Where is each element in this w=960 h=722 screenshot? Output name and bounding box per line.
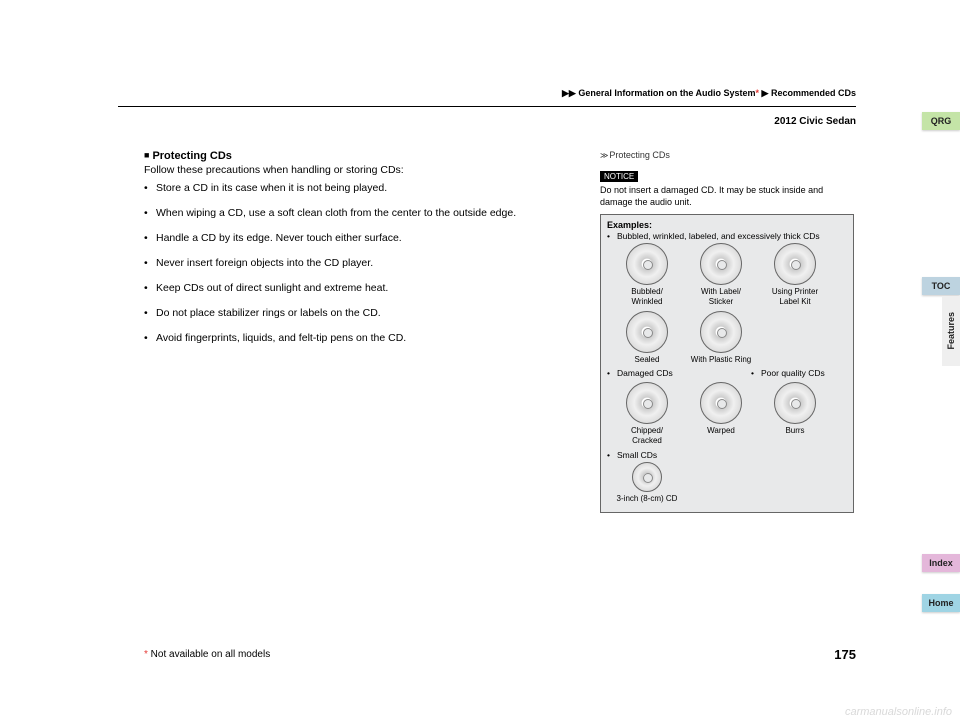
cd-icon: [700, 243, 742, 285]
example-item: Using Printer Label Kit: [763, 243, 827, 306]
manual-page: ▶▶ General Information on the Audio Syst…: [118, 88, 856, 668]
tab-qrg[interactable]: QRG: [922, 112, 960, 130]
main-column: ■Protecting CDs Follow these precautions…: [144, 150, 556, 357]
heading-text: Protecting CDs: [152, 150, 231, 162]
page-number: 175: [834, 647, 856, 662]
cd-icon: [626, 311, 668, 353]
list-item: Never insert foreign objects into the CD…: [144, 257, 556, 269]
tab-toc[interactable]: TOC: [922, 277, 960, 295]
tab-features[interactable]: Features: [942, 296, 960, 366]
example-item: Sealed: [615, 311, 679, 365]
heading-square-icon: ■: [144, 150, 149, 160]
sidebar-title: ≫Protecting CDs: [600, 150, 854, 160]
header-rule: [118, 106, 856, 107]
list-item: When wiping a CD, use a soft clean cloth…: [144, 207, 556, 219]
breadcrumb-sep: ▶: [762, 88, 769, 98]
examples-heading: Examples:: [607, 220, 847, 231]
example-row: Chipped/ Cracked Warped Burrs: [615, 382, 847, 445]
example-row: Sealed With Plastic Ring: [615, 311, 847, 365]
tab-features-label: Features: [946, 312, 956, 350]
example-label: Using Printer Label Kit: [772, 287, 818, 306]
cd-icon: [626, 382, 668, 424]
example-group-row: Damaged CDs Poor quality CDs: [607, 368, 847, 380]
breadcrumb-arrows: ▶▶: [562, 88, 576, 98]
example-item: Bubbled/ Wrinkled: [615, 243, 679, 306]
example-item: Warped: [689, 382, 753, 445]
example-label: Warped: [707, 426, 735, 435]
example-item: 3-inch (8-cm) CD: [615, 462, 679, 504]
tab-home[interactable]: Home: [922, 594, 960, 612]
breadcrumb-sub: Recommended CDs: [771, 88, 856, 98]
precaution-list: Store a CD in its case when it is not be…: [144, 182, 556, 344]
lead-text: Follow these precautions when handling o…: [144, 164, 556, 176]
example-item: With Label/ Sticker: [689, 243, 753, 306]
watermark: carmanualsonline.info: [845, 706, 952, 718]
cd-icon: [774, 382, 816, 424]
list-item: Keep CDs out of direct sunlight and extr…: [144, 282, 556, 294]
list-item: Do not place stabilizer rings or labels …: [144, 307, 556, 319]
notice-badge: NOTICE: [600, 171, 638, 182]
sidebar-title-icon: ≫: [600, 151, 608, 160]
breadcrumb: ▶▶ General Information on the Audio Syst…: [562, 88, 856, 99]
example-label: Sealed: [635, 355, 660, 364]
cd-icon: [700, 382, 742, 424]
example-row: Bubbled/ Wrinkled With Label/ Sticker Us…: [615, 243, 847, 306]
example-label: Chipped/ Cracked: [631, 426, 663, 445]
example-label: Bubbled/ Wrinkled: [631, 287, 663, 306]
examples-box: Examples: Bubbled, wrinkled, labeled, an…: [600, 214, 854, 513]
example-label: With Plastic Ring: [691, 355, 751, 364]
footnote-text: Not available on all models: [148, 649, 270, 660]
list-item: Handle a CD by its edge. Never touch eit…: [144, 232, 556, 244]
sidebar-column: ≫Protecting CDs NOTICE Do not insert a d…: [600, 150, 854, 513]
cd-icon: [700, 311, 742, 353]
cd-small-icon: [632, 462, 662, 492]
example-item: Burrs: [763, 382, 827, 445]
example-item: With Plastic Ring: [689, 311, 753, 365]
example-group-label: Damaged CDs: [607, 368, 739, 378]
example-label: 3-inch (8-cm) CD: [617, 494, 678, 503]
notice-text: Do not insert a damaged CD. It may be st…: [600, 185, 854, 208]
tab-index[interactable]: Index: [922, 554, 960, 572]
sidebar-title-text: Protecting CDs: [609, 150, 670, 160]
example-group-label: Bubbled, wrinkled, labeled, and excessiv…: [607, 231, 847, 241]
footnote: * Not available on all models: [144, 649, 270, 660]
breadcrumb-section: General Information on the Audio System: [578, 88, 755, 98]
section-heading: ■Protecting CDs: [144, 150, 556, 162]
example-group-label: Poor quality CDs: [751, 368, 847, 378]
example-label: With Label/ Sticker: [701, 287, 741, 306]
example-item: Chipped/ Cracked: [615, 382, 679, 445]
cd-icon: [774, 243, 816, 285]
model-heading: 2012 Civic Sedan: [774, 116, 856, 127]
example-label: Burrs: [785, 426, 804, 435]
breadcrumb-star: *: [756, 88, 760, 98]
list-item: Store a CD in its case when it is not be…: [144, 182, 556, 194]
cd-icon: [626, 243, 668, 285]
example-row: 3-inch (8-cm) CD: [615, 462, 847, 504]
list-item: Avoid fingerprints, liquids, and felt-ti…: [144, 332, 556, 344]
example-group-label: Small CDs: [607, 450, 847, 460]
